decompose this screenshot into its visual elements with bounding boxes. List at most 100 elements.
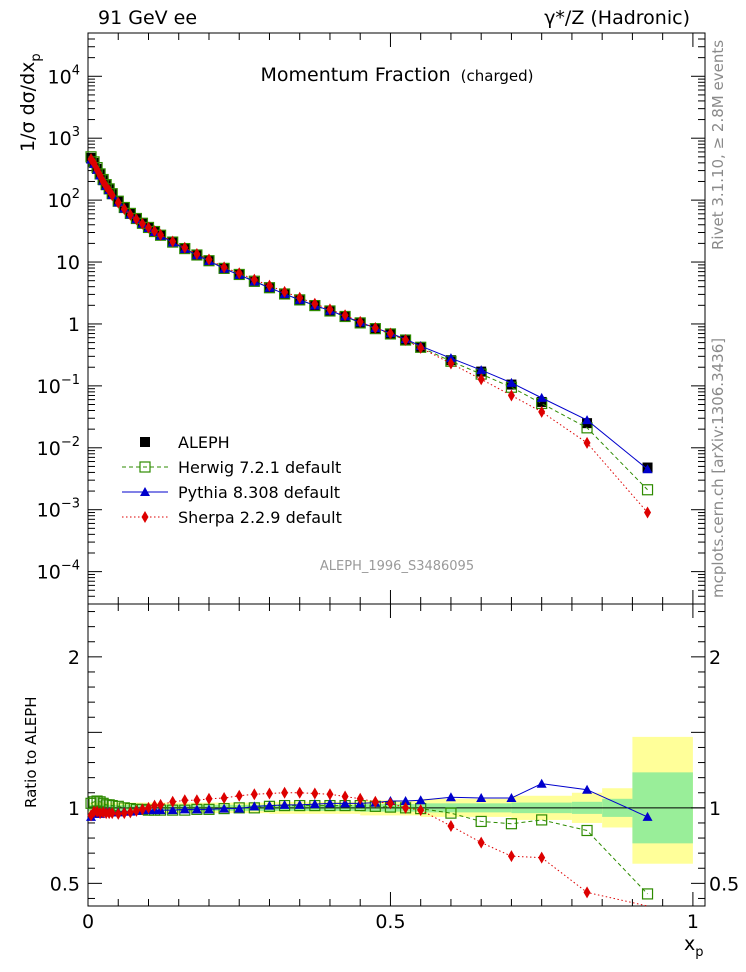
x-axis-label-sub: p: [695, 945, 703, 960]
y-tick-exponent: −1: [61, 373, 80, 388]
sherpa-2-2-9-default-point: [644, 506, 652, 519]
sherpa-2-2-9-default-ratio-point: [132, 804, 140, 817]
sherpa-2-2-9-default-point: [356, 315, 364, 328]
herwig-7-2-1-default-ratio-point: [505, 818, 518, 830]
sherpa-2-2-9-default-ratio-point: [220, 792, 228, 805]
sherpa-2-2-9-default-point: [417, 341, 425, 354]
y-tick-exponent: 4: [72, 63, 80, 78]
sherpa-2-2-9-default-legend-label: Sherpa 2.2.9 default: [178, 508, 342, 527]
main-y-axis-label-sub: p: [29, 53, 44, 61]
sherpa-2-2-9-default-point: [144, 221, 152, 234]
plot-title-subtitle: (charged): [461, 67, 534, 85]
y-tick-label: 10−2: [37, 435, 80, 460]
mcplots-label: mcplots.cern.ch [arXiv:1306.3436]: [709, 338, 727, 598]
pythia-8-308-default-ratio-point: [340, 798, 351, 808]
ratio-y-tick-label: 1: [68, 798, 80, 820]
sherpa-2-2-9-default-point: [507, 389, 515, 402]
y-tick-exponent: −4: [61, 559, 80, 574]
ratio-y-tick-label-right: 2: [709, 647, 721, 669]
herwig-7-2-1-default-legend-marker: [139, 461, 151, 473]
pythia-8-308-default-ratio-point: [264, 800, 275, 810]
sherpa-2-2-9-default-point: [114, 196, 122, 209]
y-tick-label: 1: [68, 314, 80, 336]
pythia-8-308-default-point: [536, 392, 547, 402]
ratio-y-axis-label: Ratio to ALEPH: [22, 696, 40, 808]
sherpa-2-2-9-default-ratio-point: [193, 794, 201, 807]
herwig-7-2-1-default-ratio-point: [445, 807, 457, 819]
sherpa-2-2-9-default-legend-marker: [141, 511, 149, 523]
sherpa-2-2-9-default-ratio-point: [120, 807, 128, 820]
header-left: 91 GeV ee: [98, 7, 197, 29]
sherpa-2-2-9-default-point: [311, 297, 319, 310]
pythia-8-308-default-legend-marker: [140, 487, 150, 496]
sherpa-2-2-9-default-point: [138, 217, 146, 230]
pythia-8-308-default-ratio-point: [582, 784, 593, 794]
y-tick-label: 10−4: [37, 559, 80, 584]
sherpa-2-2-9-default-ratio-point: [157, 798, 165, 811]
y-tick-exponent: 2: [72, 187, 80, 202]
pythia-8-308-default-point: [642, 464, 653, 474]
sherpa-2-2-9-default-ratio-point: [402, 801, 410, 814]
ratio-panel: 0 0.5 10.5 0.51 12 2: [50, 603, 739, 933]
pythia-8-308-default-point: [506, 377, 517, 387]
herwig-7-2-1-default-ratio-point: [85, 797, 97, 809]
x-tick-label: 1: [687, 911, 699, 933]
pythia-8-308-default-ratio-point: [249, 801, 260, 811]
y-tick-mantissa: 10: [37, 438, 61, 460]
sherpa-2-2-9-default-point: [126, 208, 134, 221]
sherpa-2-2-9-default-ratio-point: [235, 789, 243, 802]
sherpa-2-2-9-default-point: [477, 373, 485, 386]
sherpa-2-2-9-default-point: [205, 253, 213, 266]
x-tick-label: 0: [82, 911, 94, 933]
y-tick-label: 10−3: [37, 497, 80, 522]
pythia-8-308-default-ratio-point: [219, 803, 230, 813]
sherpa-2-2-9-default-line: [90, 158, 648, 513]
header-right: γ*/Z (Hadronic): [544, 7, 690, 29]
sherpa-2-2-9-default-ratio-point: [296, 786, 304, 799]
pythia-8-308-default-ratio-point: [400, 796, 411, 806]
sherpa-2-2-9-default-ratio-point: [126, 806, 134, 819]
y-tick-mantissa: 10: [56, 252, 80, 274]
main-y-axis-label-main: 1/σ dσ/dx: [17, 62, 39, 152]
pythia-8-308-default-ratio-point: [324, 798, 335, 808]
y-tick-exponent: −2: [61, 435, 80, 450]
pythia-8-308-default-point: [476, 365, 487, 375]
pythia-8-308-default-ratio-point: [309, 799, 320, 809]
aleph-legend-label: ALEPH: [178, 433, 230, 452]
herwig-7-2-1-default-ratio-point: [536, 814, 548, 826]
sherpa-2-2-9-default-point: [386, 327, 394, 340]
y-tick-label: 10: [56, 252, 80, 274]
sherpa-2-2-9-default-ratio-point: [114, 807, 122, 820]
herwig-7-2-1-default-legend-label: Herwig 7.2.1 default: [178, 458, 341, 477]
sherpa-2-2-9-default-point: [326, 303, 334, 316]
y-tick-mantissa: 10: [37, 376, 61, 398]
y-tick-label: 104: [48, 63, 80, 88]
sherpa-2-2-9-default-ratio-point: [311, 787, 319, 800]
sherpa-2-2-9-default-ratio-point: [538, 851, 546, 864]
y-tick-exponent: 3: [72, 125, 80, 140]
pythia-8-308-default-ratio-point: [445, 792, 456, 802]
sherpa-2-2-9-default-point: [120, 202, 128, 215]
sherpa-2-2-9-default-point: [151, 225, 159, 238]
sherpa-2-2-9-default-point: [235, 267, 243, 280]
herwig-7-2-1-default-ratio-point: [475, 815, 487, 828]
sherpa-2-2-9-default-point: [108, 189, 116, 202]
y-tick-exponent: −3: [61, 497, 80, 512]
aleph-legend-marker: [140, 437, 150, 447]
sherpa-2-2-9-default-ratio-point: [386, 797, 394, 810]
y-tick-mantissa: 10: [48, 128, 72, 150]
sherpa-2-2-9-default-ratio-point: [507, 850, 515, 863]
herwig-7-2-1-default-point: [641, 484, 654, 496]
sherpa-2-2-9-default-ratio-point: [341, 790, 349, 803]
sherpa-2-2-9-default-point: [250, 273, 258, 286]
y-tick-mantissa: 10: [37, 562, 61, 584]
sherpa-2-2-9-default-ratio-point: [169, 795, 177, 808]
pythia-8-308-default-ratio-point: [476, 793, 487, 803]
pythia-8-308-default-ratio-point: [506, 793, 517, 803]
sherpa-2-2-9-default-point: [371, 322, 379, 335]
ratio-frame: [87, 603, 706, 907]
pythia-8-308-default-ratio-point: [179, 804, 190, 814]
rivet-label: Rivet 3.1.10, ≥ 2.8M events: [709, 40, 727, 250]
